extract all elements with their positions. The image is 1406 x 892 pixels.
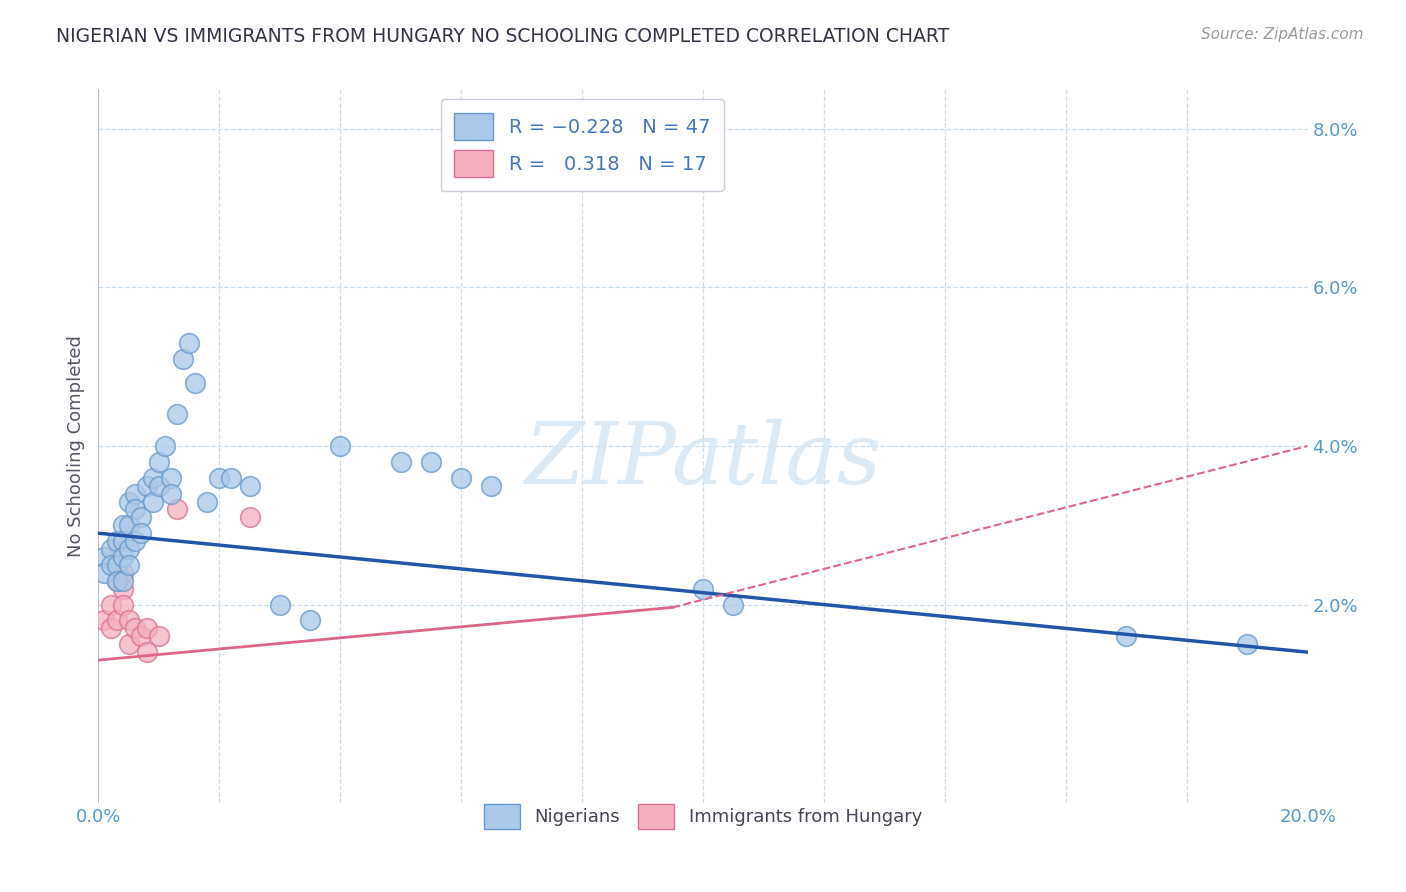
Point	[105, 614, 128, 628]
Point	[100, 621, 122, 635]
Point	[118, 614, 141, 628]
Point	[329, 439, 352, 453]
Point	[239, 478, 262, 492]
Point	[124, 621, 146, 635]
Point	[208, 471, 231, 485]
Point	[239, 510, 262, 524]
Point	[118, 542, 141, 557]
Point	[100, 558, 122, 572]
Point	[166, 407, 188, 421]
Point	[142, 471, 165, 485]
Point	[160, 471, 183, 485]
Point	[105, 534, 128, 549]
Point	[111, 574, 134, 588]
Point	[1115, 629, 1137, 643]
Point	[195, 494, 218, 508]
Point	[135, 645, 157, 659]
Point	[420, 455, 443, 469]
Point	[179, 335, 201, 350]
Point	[135, 621, 157, 635]
Point	[135, 478, 157, 492]
Point	[389, 455, 412, 469]
Point	[148, 629, 170, 643]
Text: NIGERIAN VS IMMIGRANTS FROM HUNGARY NO SCHOOLING COMPLETED CORRELATION CHART: NIGERIAN VS IMMIGRANTS FROM HUNGARY NO S…	[56, 27, 949, 45]
Point	[153, 439, 176, 453]
Point	[299, 614, 322, 628]
Point	[129, 510, 152, 524]
Point	[105, 558, 128, 572]
Point	[93, 549, 115, 564]
Point	[118, 494, 141, 508]
Point	[105, 574, 128, 588]
Text: ZIPatlas: ZIPatlas	[524, 419, 882, 501]
Point	[100, 542, 122, 557]
Point	[172, 351, 194, 366]
Point	[129, 629, 152, 643]
Point	[148, 455, 170, 469]
Point	[118, 637, 141, 651]
Point	[124, 534, 146, 549]
Legend: Nigerians, Immigrants from Hungary: Nigerians, Immigrants from Hungary	[477, 797, 929, 837]
Point	[166, 502, 188, 516]
Point	[111, 566, 134, 580]
Point	[481, 478, 503, 492]
Point	[100, 598, 122, 612]
Point	[111, 598, 134, 612]
Point	[692, 582, 714, 596]
Point	[118, 518, 141, 533]
Point	[111, 534, 134, 549]
Point	[142, 494, 165, 508]
Point	[118, 558, 141, 572]
Point	[148, 478, 170, 492]
Point	[221, 471, 243, 485]
Point	[111, 518, 134, 533]
Point	[269, 598, 291, 612]
Point	[723, 598, 745, 612]
Point	[93, 566, 115, 580]
Point	[93, 614, 115, 628]
Point	[124, 502, 146, 516]
Point	[111, 582, 134, 596]
Point	[124, 486, 146, 500]
Point	[1236, 637, 1258, 651]
Point	[184, 376, 207, 390]
Point	[105, 574, 128, 588]
Point	[111, 549, 134, 564]
Y-axis label: No Schooling Completed: No Schooling Completed	[66, 335, 84, 557]
Point	[160, 486, 183, 500]
Text: Source: ZipAtlas.com: Source: ZipAtlas.com	[1201, 27, 1364, 42]
Point	[450, 471, 472, 485]
Point	[129, 526, 152, 541]
